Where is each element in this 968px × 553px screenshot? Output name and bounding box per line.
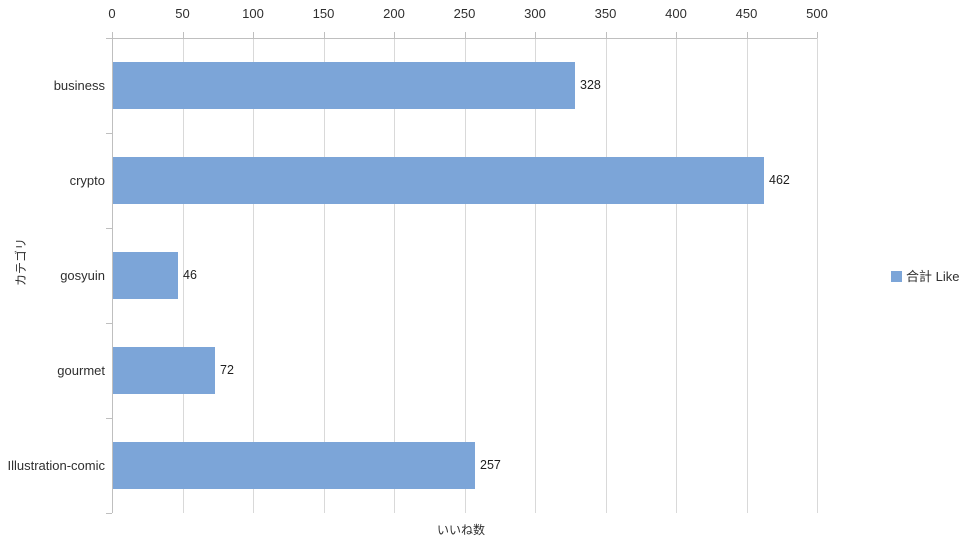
bar-value-label: 46 <box>183 268 197 282</box>
y-axis-tick-mark <box>106 133 112 134</box>
x-axis-tick-label: 50 <box>175 6 190 21</box>
gridline <box>394 38 395 513</box>
x-axis-tick-label: 350 <box>594 6 617 21</box>
x-axis-tick-label: 100 <box>242 6 264 21</box>
bar-gourmet[interactable] <box>113 347 215 394</box>
gridline <box>253 38 254 513</box>
y-axis-line <box>112 38 113 513</box>
legend[interactable]: 合計 Like <box>891 269 959 284</box>
gridline <box>817 38 818 513</box>
bar-gosyuin[interactable] <box>113 252 178 299</box>
y-axis-category-label: gosyuin <box>60 268 105 283</box>
y-axis-category-label: Illustration-comic <box>7 458 105 473</box>
x-axis-tick-label: 200 <box>383 6 405 21</box>
legend-swatch-icon <box>891 271 902 282</box>
x-axis-tick-mark <box>182 32 184 38</box>
x-axis-tick-mark <box>817 32 818 38</box>
bar-value-label: 462 <box>769 173 790 187</box>
x-axis-tick-mark <box>464 32 466 38</box>
x-axis-tick-mark <box>323 32 325 38</box>
x-axis-tick-mark <box>535 32 536 38</box>
x-axis-tick-label: 450 <box>735 6 758 21</box>
y-axis-tick-mark <box>106 513 112 514</box>
bar-value-label: 257 <box>480 458 501 472</box>
x-axis-tick-mark <box>253 32 254 38</box>
gridline <box>676 38 677 513</box>
gridline <box>182 38 184 513</box>
gridline <box>535 38 536 513</box>
y-axis-category-label: gourmet <box>57 363 105 378</box>
y-axis-title: カテゴリ <box>14 238 28 287</box>
x-axis-tick-label: 0 <box>108 6 116 21</box>
x-axis-tick-label: 500 <box>806 6 828 21</box>
x-axis-title: いいね数 <box>436 523 485 537</box>
y-axis-tick-mark <box>106 418 112 419</box>
x-axis-tick-mark <box>394 32 395 38</box>
bar-illustration-comic[interactable] <box>113 442 475 489</box>
bar-value-label: 72 <box>220 363 234 377</box>
x-axis-line <box>112 38 817 39</box>
gridline <box>746 38 748 513</box>
x-axis-tick-mark <box>112 32 113 38</box>
x-axis-tick-label: 250 <box>453 6 476 21</box>
legend-label: 合計 Like <box>906 269 960 284</box>
x-axis-tick-label: 300 <box>524 6 546 21</box>
y-axis-tick-mark <box>106 323 112 324</box>
x-axis-tick-mark <box>746 32 748 38</box>
gridline <box>605 38 607 513</box>
x-axis-tick-label: 150 <box>312 6 335 21</box>
bar-crypto[interactable] <box>113 157 764 204</box>
gridline <box>323 38 325 513</box>
x-axis-tick-mark <box>676 32 677 38</box>
y-axis-category-label: crypto <box>69 173 105 188</box>
x-axis-tick-mark <box>605 32 607 38</box>
gridline <box>464 38 466 513</box>
bar-value-label: 328 <box>580 78 601 92</box>
y-axis-category-label: business <box>53 78 105 93</box>
y-axis-tick-mark <box>106 38 112 39</box>
y-axis-tick-mark <box>106 228 112 229</box>
x-axis-tick-label: 400 <box>665 6 687 21</box>
bar-business[interactable] <box>113 62 575 109</box>
